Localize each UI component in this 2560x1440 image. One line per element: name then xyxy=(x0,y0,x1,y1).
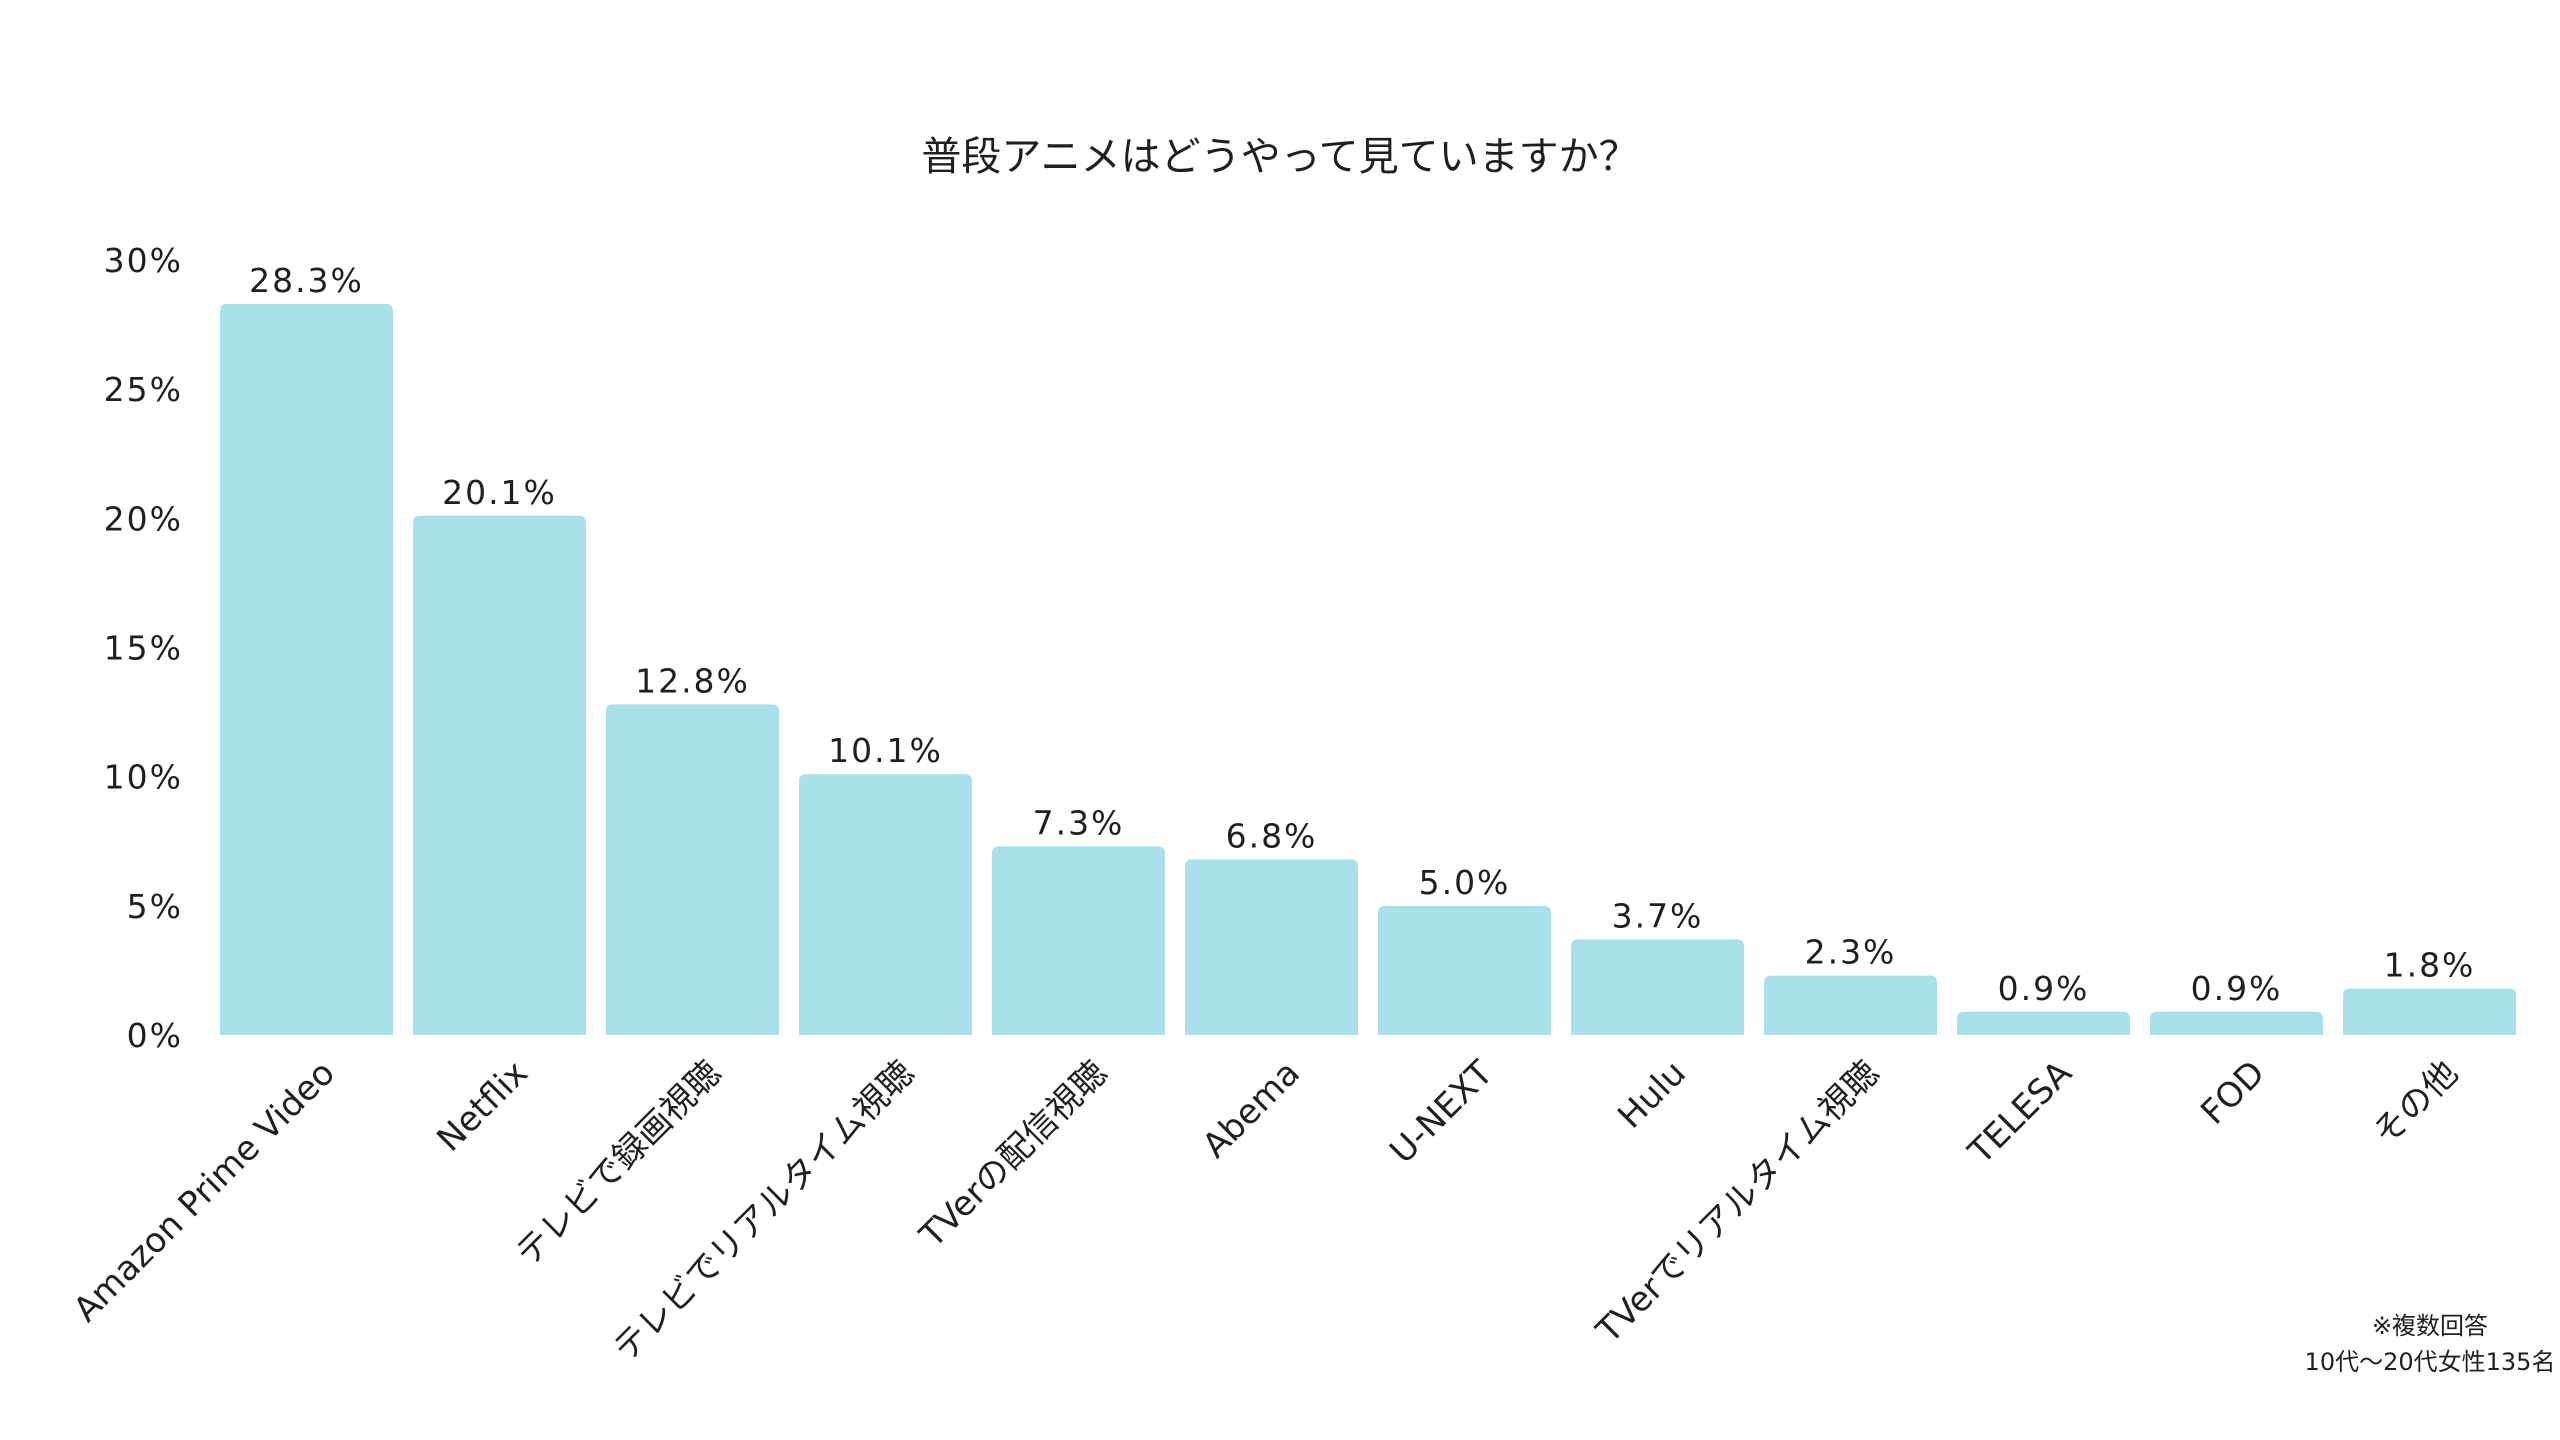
y-tick-label: 30% xyxy=(104,241,183,280)
y-tick-label: 15% xyxy=(104,629,183,668)
bar-value-label: 1.8% xyxy=(2384,946,2476,985)
chart-title: 普段アニメはどうやって見ていますか？ xyxy=(921,134,1638,180)
bar-value-label: 10.1% xyxy=(828,731,943,770)
bar xyxy=(992,846,1165,1035)
bar-value-label: 28.3% xyxy=(249,261,364,300)
footnote-multiple-answers: ※複数回答 xyxy=(2372,1312,2488,1340)
x-category-label: Hulu xyxy=(1610,1053,1694,1137)
bar-value-label: 0.9% xyxy=(1998,969,2090,1008)
bar xyxy=(799,774,972,1035)
x-category-label: TVerの配信視聴 xyxy=(912,1053,1115,1256)
bar-value-label: 0.9% xyxy=(2191,969,2283,1008)
x-category-label: Netflix xyxy=(429,1053,536,1160)
bar-value-label: 7.3% xyxy=(1033,803,1125,842)
bar-value-label: 2.3% xyxy=(1805,933,1897,972)
x-category-label: テレビで録画視聴 xyxy=(508,1053,729,1274)
bar xyxy=(1378,905,1551,1035)
footnote: ※複数回答 10代〜20代女性135名 xyxy=(2305,1312,2556,1376)
x-axis: Amazon Prime Video Netflixテレビで録画視聴テレビでリアル… xyxy=(66,1053,2466,1369)
footnote-respondents: 10代〜20代女性135名 xyxy=(2305,1348,2556,1376)
y-tick-label: 0% xyxy=(127,1016,183,1055)
value-labels-group: 28.3% 20.1% 12.8% 10.1% 7.3% 6.8% 5.0% 3.7% 2.3%… xyxy=(249,261,2476,1008)
bar xyxy=(1957,1011,2130,1035)
bar xyxy=(1571,939,1744,1035)
bar-value-label: 5.0% xyxy=(1419,863,1511,902)
y-axis: 0% 5% 10% 15% 20% 25% 30% xyxy=(104,241,183,1055)
bar xyxy=(413,515,586,1035)
y-tick-label: 5% xyxy=(127,887,183,926)
x-category-label: Abema xyxy=(1195,1053,1308,1166)
bar-value-label: 12.8% xyxy=(635,661,750,700)
bars-group xyxy=(220,303,2516,1036)
bar xyxy=(220,303,393,1036)
x-category-label: TELESA xyxy=(1960,1053,2080,1173)
bar xyxy=(606,704,779,1035)
x-category-label: FOD xyxy=(2193,1053,2273,1133)
bar-value-label: 20.1% xyxy=(442,473,557,512)
bar xyxy=(1764,975,1937,1035)
bar-value-label: 3.7% xyxy=(1612,896,1704,935)
bar-value-label: 6.8% xyxy=(1226,816,1318,855)
y-tick-label: 10% xyxy=(104,758,183,797)
x-category-label: Amazon Prime Video xyxy=(66,1053,343,1330)
bar xyxy=(2343,988,2516,1035)
x-category-label: U-NEXT xyxy=(1382,1053,1501,1172)
y-tick-label: 25% xyxy=(104,370,183,409)
bar xyxy=(1185,859,1358,1035)
bar xyxy=(2150,1011,2323,1035)
y-tick-label: 20% xyxy=(104,499,183,538)
x-category-label: その他 xyxy=(2365,1053,2465,1153)
